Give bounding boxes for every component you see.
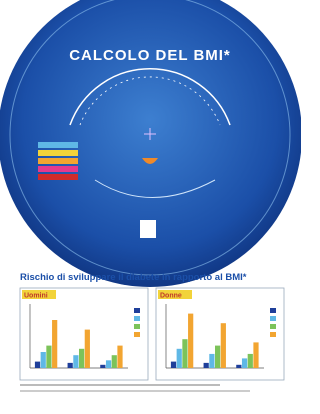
footnote-line [20, 384, 220, 386]
poster: CALCOLO DEL BMI* Rischio di sviluppare i… [0, 0, 301, 414]
bar [85, 330, 90, 368]
bar [112, 355, 117, 368]
legend-swatch [270, 332, 276, 337]
bar [35, 362, 40, 368]
bar [221, 323, 226, 368]
legend-swatch [134, 316, 140, 321]
bar [171, 362, 176, 368]
bar [100, 365, 105, 368]
bar [106, 360, 111, 368]
bar [204, 363, 209, 368]
wheel-title: CALCOLO DEL BMI* [69, 47, 231, 64]
section-title: Rischio di sviluppare il diabete in rapp… [20, 272, 247, 283]
legend-swatch [270, 308, 276, 313]
bar [182, 339, 187, 368]
chart-title: Uomini [24, 293, 48, 300]
bar [41, 352, 46, 368]
bar [236, 365, 241, 368]
bar [253, 342, 258, 368]
bar [73, 355, 78, 368]
legend-swatch [134, 332, 140, 337]
bar [209, 354, 214, 368]
bar [242, 358, 247, 368]
bar [215, 346, 220, 368]
chart-title: Donne [160, 293, 182, 300]
bar [177, 349, 182, 368]
bar [117, 346, 122, 368]
bar [188, 314, 193, 368]
logo [140, 220, 156, 238]
footnote-line [20, 390, 250, 392]
color-key [38, 142, 78, 180]
bar [52, 320, 57, 368]
legend-swatch [270, 316, 276, 321]
bar [248, 354, 253, 368]
legend-swatch [134, 324, 140, 329]
legend-swatch [270, 324, 276, 329]
bar [68, 363, 73, 368]
legend-swatch [134, 308, 140, 313]
bar [79, 349, 84, 368]
bar [46, 346, 51, 368]
